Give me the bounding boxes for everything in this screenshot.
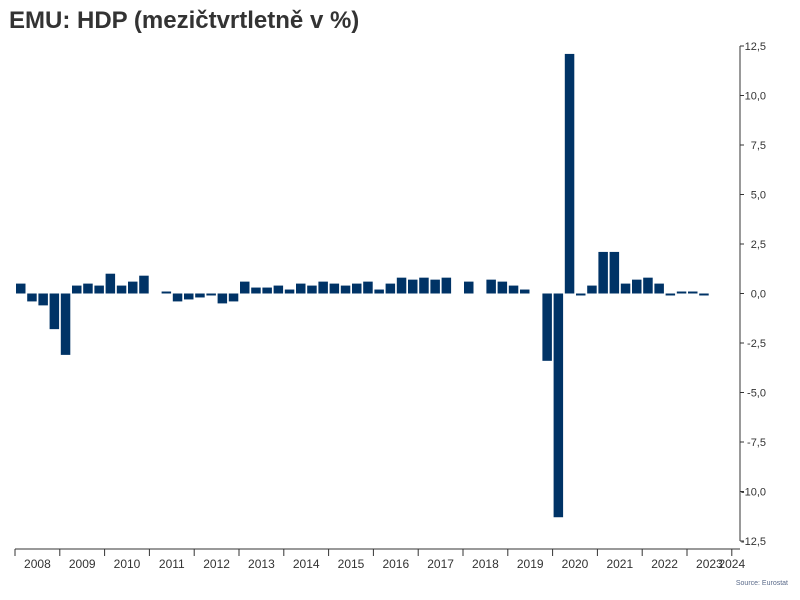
bar-2020-q4 bbox=[587, 285, 597, 294]
bar-2014-q4 bbox=[318, 281, 328, 294]
bar-2014-q3 bbox=[307, 285, 317, 294]
bar-2017-q2 bbox=[430, 279, 440, 294]
bar-2017-q1 bbox=[419, 277, 429, 294]
bar-2022-q2 bbox=[654, 283, 664, 294]
bar-2023-q1 bbox=[688, 291, 698, 294]
bar-2012-q3 bbox=[217, 293, 228, 304]
bar-group bbox=[16, 53, 709, 518]
bar-2009-q1 bbox=[60, 293, 71, 355]
bar-2020-q2 bbox=[564, 53, 575, 294]
bar-2010-q3 bbox=[128, 281, 138, 294]
x-tick-label: 2014 bbox=[293, 557, 320, 571]
bar-2008-q3 bbox=[38, 293, 48, 306]
bar-2019-q1 bbox=[508, 285, 519, 294]
bar-2011-q3 bbox=[172, 293, 183, 302]
x-tick-label: 2011 bbox=[159, 557, 185, 571]
x-tick-label: 2009 bbox=[69, 557, 96, 571]
x-tick-label: 2015 bbox=[338, 557, 365, 571]
bar-2016-q3 bbox=[396, 277, 407, 294]
bar-2020-q3 bbox=[576, 293, 586, 296]
bar-2016-q2 bbox=[385, 283, 396, 294]
x-tick-label: 2022 bbox=[651, 557, 678, 571]
x-axis: 2008 2009 2010 2011 2012 2013 2014 2015 2016 2017… bbox=[14, 548, 745, 571]
bar-2011-q4 bbox=[184, 293, 194, 300]
bar-2010-q1 bbox=[105, 273, 116, 294]
y-tick-label: 12,5 bbox=[745, 41, 766, 53]
bar-2018-q4 bbox=[497, 281, 508, 294]
bar-2015-q3 bbox=[352, 283, 362, 294]
bar-2020-q1 bbox=[553, 293, 564, 518]
y-tick-label: 10,0 bbox=[745, 91, 766, 103]
bar-2018-q1 bbox=[464, 281, 474, 294]
x-tick-label: 2012 bbox=[203, 557, 230, 571]
x-tick-label: 2023 bbox=[696, 557, 723, 571]
bar-2012-q4 bbox=[228, 293, 239, 302]
bar-2021-q4 bbox=[632, 279, 642, 294]
y-tick-label: 5,0 bbox=[751, 190, 766, 202]
bar-2010-q2 bbox=[116, 285, 127, 294]
x-tick-label: 2019 bbox=[517, 557, 544, 571]
bar-2019-q4 bbox=[542, 293, 552, 361]
bar-2022-q3 bbox=[665, 293, 676, 296]
bar-2013-q1 bbox=[240, 281, 250, 294]
x-tick-label: 2021 bbox=[606, 557, 633, 571]
bar-2011-q2 bbox=[161, 291, 172, 294]
bar-2021-q1 bbox=[598, 251, 608, 294]
bar-2019-q2 bbox=[520, 289, 530, 294]
y-tick-label: 2,5 bbox=[751, 239, 766, 251]
y-tick-label: 7,5 bbox=[751, 140, 766, 152]
bar-2017-q3 bbox=[441, 277, 452, 294]
bar-2021-q3 bbox=[620, 283, 631, 294]
bar-2023-q2 bbox=[699, 293, 709, 296]
source-note: Source: Eurostat bbox=[735, 580, 788, 587]
x-tick-label: 2024 bbox=[718, 557, 745, 571]
bar-2010-q4 bbox=[139, 275, 149, 294]
bar-2009-q2 bbox=[72, 285, 82, 294]
bar-2008-q4 bbox=[49, 293, 60, 330]
x-tick-label: 2018 bbox=[472, 557, 499, 571]
y-tick-label: -7,5 bbox=[747, 437, 766, 449]
bar-2022-q4 bbox=[676, 291, 687, 294]
bar-2016-q1 bbox=[374, 289, 384, 294]
bar-2008-q2 bbox=[27, 293, 37, 302]
bar-2015-q1 bbox=[329, 283, 340, 294]
bar-2015-q2 bbox=[340, 285, 351, 294]
bar-2018-q3 bbox=[486, 279, 496, 294]
bar-2014-q1 bbox=[284, 289, 295, 294]
bar-2008-q1 bbox=[16, 283, 26, 294]
bar-2012-q1 bbox=[195, 293, 205, 298]
bar-2009-q3 bbox=[83, 283, 93, 294]
bar-2014-q2 bbox=[296, 283, 306, 294]
x-tick-label: 2017 bbox=[427, 557, 454, 571]
bar-2021-q2 bbox=[609, 251, 620, 294]
y-tick-label: -5,0 bbox=[747, 388, 766, 400]
bar-2016-q4 bbox=[408, 279, 418, 294]
x-tick-label: 2020 bbox=[562, 557, 589, 571]
bar-2022-q1 bbox=[643, 277, 653, 294]
bar-2015-q4 bbox=[363, 281, 373, 294]
y-tick-label: -2,5 bbox=[747, 338, 766, 350]
bar-2012-q2 bbox=[206, 293, 216, 296]
chart-title: EMU: HDP (mezičtvrtletně v %) bbox=[9, 7, 360, 34]
bar-2013-q3 bbox=[262, 287, 272, 294]
x-tick-label: 2010 bbox=[114, 557, 141, 571]
bar-2013-q2 bbox=[251, 287, 261, 294]
bar-2009-q4 bbox=[94, 285, 104, 294]
x-tick-label: 2016 bbox=[382, 557, 409, 571]
x-tick-label: 2008 bbox=[24, 557, 51, 571]
y-axis: 12,5 10,0 7,5 5,0 2,5 0,0 -2,5 -5,0 -7,5 -10,0 -12… bbox=[739, 41, 766, 548]
y-tick-label: -10,0 bbox=[741, 487, 766, 499]
y-tick-label: -12,5 bbox=[741, 536, 766, 548]
bar-2013-q4 bbox=[273, 285, 284, 294]
x-tick-label: 2013 bbox=[248, 557, 275, 571]
y-tick-label: 0,0 bbox=[751, 289, 766, 301]
